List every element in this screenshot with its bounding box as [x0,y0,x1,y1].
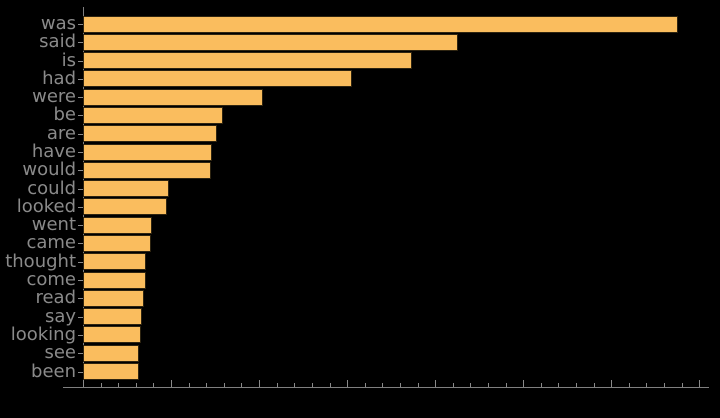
x-major-tick [347,380,348,387]
bar-is [83,52,412,70]
bar-came [83,234,151,252]
x-minor-tick [470,383,471,387]
bar-be [83,106,223,124]
y-tick-mark [78,225,83,227]
y-tick-label-had: had [42,67,76,89]
x-major-tick [523,380,524,387]
y-tick-label-is: is [61,49,76,71]
x-minor-tick [382,383,383,387]
bar-looked [83,198,167,216]
y-tick-mark [78,115,83,117]
bar-been [83,363,139,380]
bar-went [83,216,152,234]
x-minor-tick [418,383,419,387]
x-axis-spine [63,387,709,388]
y-tick-label-went: went [31,214,76,236]
y-tick-label-be: be [53,104,77,126]
bar-said [83,33,458,51]
y-tick-label-have: have [31,141,76,163]
x-minor-tick [330,383,331,387]
x-major-tick [83,380,84,387]
y-tick-mark [78,60,83,62]
y-tick-label-were: were [32,86,76,108]
y-tick-mark [78,353,83,355]
x-minor-tick [224,383,225,387]
bar-could [83,180,169,198]
x-minor-tick [365,383,366,387]
y-tick-label-are: are [46,122,76,144]
bar-would [83,161,211,179]
x-major-tick [699,380,700,387]
y-tick-label-came: came [26,232,76,254]
y-tick-label-been: been [31,360,76,382]
y-tick-mark [78,42,83,44]
x-minor-tick [594,383,595,387]
bar-had [83,70,352,88]
y-tick-mark [78,206,83,208]
x-minor-tick [664,383,665,387]
bar-have [83,143,212,161]
x-minor-tick [206,383,207,387]
x-minor-tick [277,383,278,387]
y-tick-mark [78,188,83,190]
bar-are [83,125,217,143]
bar-thought [83,253,146,271]
bar-was [83,15,678,33]
x-minor-tick [312,383,313,387]
y-tick-mark [78,298,83,300]
x-minor-tick [241,383,242,387]
y-tick-label-read: read [35,287,76,309]
y-tick-mark [78,371,83,373]
x-major-tick [259,380,260,387]
bar-were [83,88,263,106]
bar-come [83,271,146,289]
x-major-tick [171,380,172,387]
y-tick-mark [78,152,83,154]
x-minor-tick [294,383,295,387]
x-minor-tick [488,383,489,387]
x-minor-tick [189,383,190,387]
x-minor-tick [453,383,454,387]
y-tick-mark [78,24,83,25]
x-minor-tick [558,383,559,387]
y-tick-label-looked: looked [16,195,76,217]
x-major-tick [611,380,612,387]
y-tick-label-said: said [39,31,76,53]
x-minor-tick [576,383,577,387]
y-tick-label-see: see [44,342,76,364]
y-tick-mark [78,97,83,99]
y-tick-label-was: was [40,13,76,34]
x-minor-tick [646,383,647,387]
x-minor-tick [136,383,137,387]
x-minor-tick [629,383,630,387]
x-minor-tick [153,383,154,387]
y-tick-mark [78,261,83,263]
y-tick-mark [78,78,83,80]
x-minor-tick [682,383,683,387]
y-tick-mark [78,280,83,282]
bar-read [83,289,144,307]
y-tick-label-would: would [22,159,76,181]
y-tick-mark [78,170,83,172]
y-tick-mark [78,316,83,318]
y-tick-label-could: could [27,177,76,199]
x-major-tick [435,380,436,387]
bar-say [83,308,142,326]
y-tick-mark [78,243,83,245]
x-minor-tick [541,383,542,387]
x-minor-tick [101,383,102,387]
y-tick-label-thought: thought [5,250,76,272]
y-tick-label-come: come [26,269,76,291]
y-tick-label-looking: looking [10,323,76,345]
y-tick-mark [78,334,83,336]
bar-looking [83,326,141,344]
x-minor-tick [400,383,401,387]
x-minor-tick [118,383,119,387]
bar-see [83,344,139,362]
y-tick-label-say: say [44,305,76,327]
x-minor-tick [506,383,507,387]
y-tick-mark [78,133,83,135]
